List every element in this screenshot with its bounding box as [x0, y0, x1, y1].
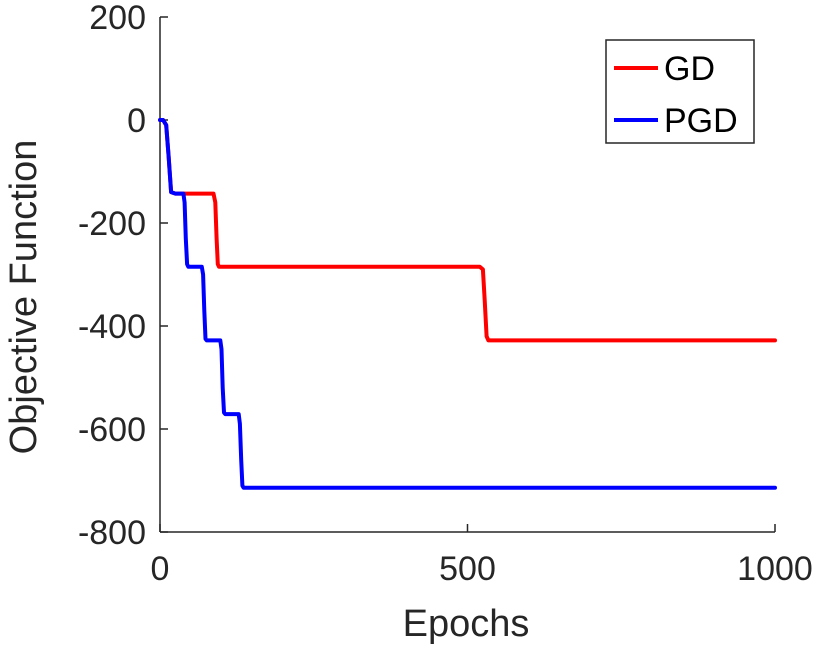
- y-tick-label: -200: [78, 205, 146, 243]
- series-line-gd: [158, 118, 777, 343]
- y-tick-label: 0: [127, 102, 146, 140]
- x-axis-label: Epochs: [403, 603, 530, 645]
- y-axis-label: Objective Function: [3, 140, 45, 455]
- series-line-pgd: [158, 118, 777, 490]
- series-layer: [158, 118, 777, 490]
- y-tick-label: -600: [78, 411, 146, 449]
- y-tick-label: 200: [89, 0, 146, 37]
- x-tick-label: 500: [439, 550, 496, 588]
- y-tick-label: -800: [78, 514, 146, 552]
- x-tick-label: 1000: [737, 550, 813, 588]
- x-tick-label: 0: [151, 550, 170, 588]
- legend-label-pgd: PGD: [664, 102, 738, 140]
- legend-box: [605, 39, 755, 144]
- legend: GD PGD: [605, 39, 755, 144]
- legend-label-gd: GD: [664, 50, 715, 88]
- y-tick-label: -400: [78, 308, 146, 346]
